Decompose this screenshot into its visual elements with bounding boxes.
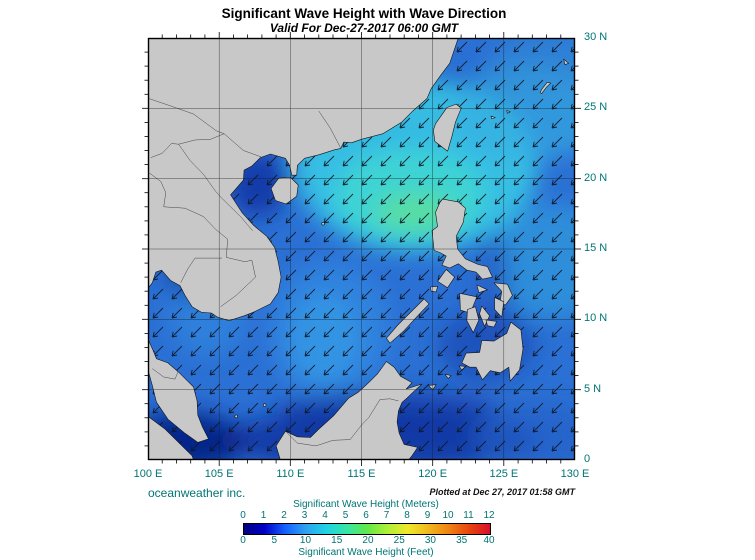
colorbar-feet-tick: 30 (424, 535, 436, 546)
colorbar-meters-tick: 4 (322, 510, 328, 521)
lat-tick-label: 10 N (584, 312, 608, 325)
lon-tick-label: 130 E (560, 468, 590, 480)
lat-tick-label: 5 N (584, 382, 602, 395)
lon-tick-label: 125 E (489, 468, 519, 480)
lat-tick-label: 25 N (584, 101, 608, 114)
colorbar-gradient (243, 523, 491, 535)
colorbar-meters-tick: 9 (424, 510, 431, 521)
lat-tick-label: 15 N (584, 242, 608, 254)
colorbar-feet-tick: 15 (331, 535, 343, 546)
colorbar-feet-tick: 35 (456, 535, 468, 546)
colorbar-feet-label: Significant Wave Height (Feet) (298, 547, 434, 558)
lat-tick-label: 30 N (584, 31, 608, 43)
colorbar-meters-ticks: 0 1 2 3 4 5 6 7 8 9 10 11 12 (240, 510, 494, 522)
lon-tick-label: 115 E (347, 468, 376, 480)
map-area (142, 32, 581, 466)
colorbar-feet-tick: 25 (393, 535, 405, 546)
lat-axis: 30 N 25 N 20 N 15 N 10 N 5 N 0 (584, 31, 644, 465)
colorbar-meters-tick: 12 (483, 510, 495, 521)
lon-tick-label: 100 E (133, 468, 163, 480)
colorbar-meters-tick: 3 (301, 510, 308, 521)
colorbar-meters-tick: 6 (363, 510, 369, 521)
colorbar-meters-tick: 10 (442, 510, 454, 521)
colorbar-feet-tick: 20 (362, 535, 374, 546)
lon-tick-label: 120 E (418, 468, 448, 480)
chart-title: Significant Wave Height with Wave Direct… (221, 6, 507, 21)
colorbar-meters-tick: 0 (240, 510, 246, 521)
lon-tick-label: 110 E (276, 468, 305, 480)
colorbar-feet-tick: 40 (483, 535, 495, 546)
colorbar-meters-tick: 2 (281, 510, 287, 521)
plotted-timestamp: Plotted at Dec 27, 2017 01:58 GMT (429, 487, 575, 497)
lat-tick-label: 0 (584, 453, 591, 465)
colorbar-meters-tick: 5 (342, 510, 349, 521)
colorbar-meters-tick: 11 (463, 510, 474, 521)
branding-text: oceanweather inc. (148, 486, 246, 500)
wave-map-canvas (142, 32, 581, 466)
colorbar-meters-tick: 8 (404, 510, 410, 521)
colorbar-feet-tick: 5 (271, 535, 278, 546)
lat-tick-label: 20 N (584, 171, 608, 184)
lon-tick-label: 105 E (204, 468, 234, 480)
chart-subtitle: Valid For Dec-27-2017 06:00 GMT (269, 21, 459, 35)
colorbar-feet-tick: 10 (299, 535, 312, 546)
colorbar-meters-tick: 1 (260, 510, 267, 521)
colorbar-meters-tick: 7 (383, 510, 390, 521)
colorbar-feet-ticks: 0 5 10 15 20 25 30 35 40 (240, 535, 494, 547)
colorbar-meters-label: Significant Wave Height (Meters) (293, 499, 439, 510)
colorbar-feet-tick: 0 (240, 535, 246, 546)
lon-axis: 100 E 105 E 110 E 115 E 120 E 125 E 130 E (134, 468, 590, 484)
